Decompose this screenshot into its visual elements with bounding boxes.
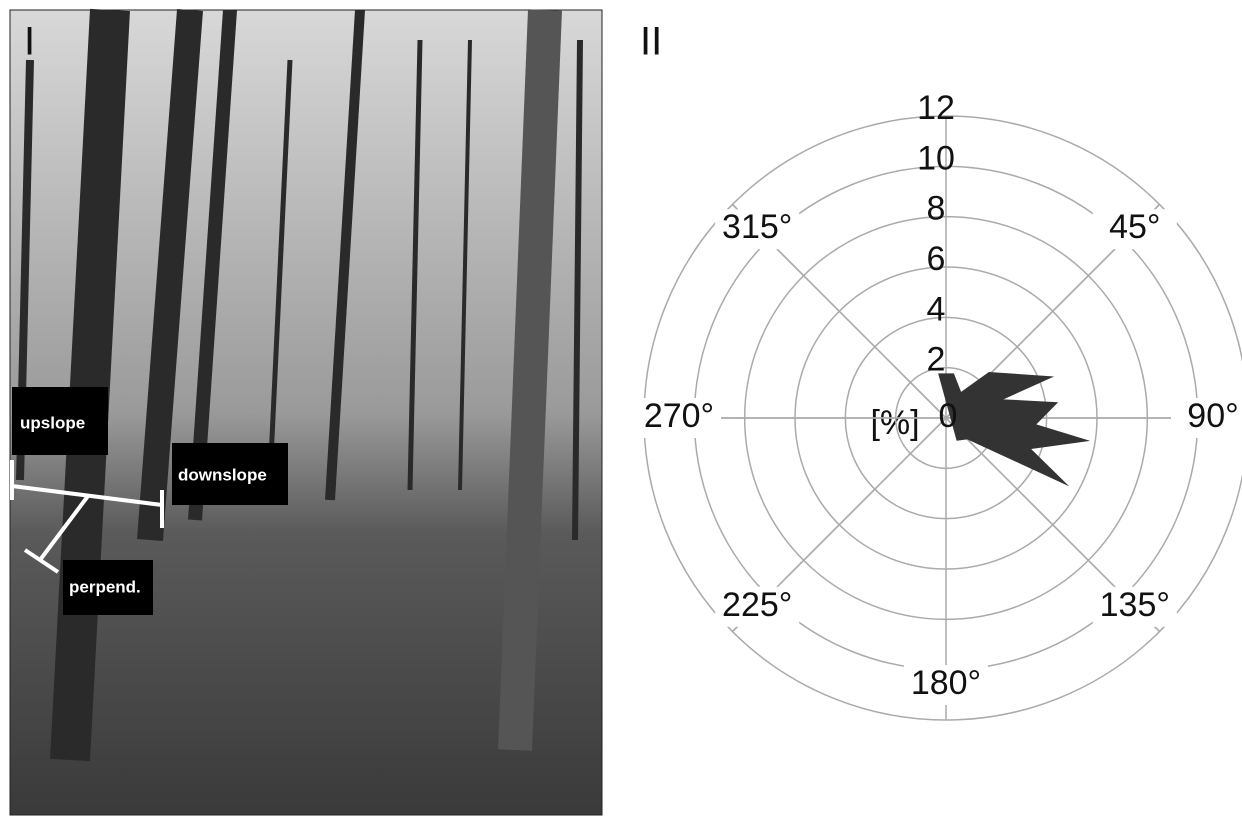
label-bg (1171, 398, 1242, 438)
label-box (172, 443, 288, 505)
theta-tick-label: 90° (1187, 397, 1238, 435)
axis-label: [%] (870, 404, 919, 442)
rose-area (938, 371, 1091, 487)
r-tick-label: 10 (917, 139, 955, 177)
r-tick-label: 4 (927, 290, 946, 328)
theta-tick-label: 270° (644, 397, 714, 435)
photo-label: upslope (20, 413, 85, 432)
r-tick-label: 0 (939, 397, 958, 435)
label-bg (904, 665, 988, 705)
photo-label: perpend. (69, 577, 141, 596)
polar-panel: II [%] 45° 90° 135° 180° 225° 270° 315° 0 2 4 6 8 10… (637, 20, 1242, 721)
r-tick-label: 8 (927, 190, 946, 228)
r-tick-label: 2 (927, 341, 946, 379)
label-box (63, 560, 153, 615)
label-bg (715, 586, 800, 627)
panel-label: II (640, 20, 662, 64)
label-bg (1092, 586, 1177, 627)
spoke (731, 203, 1161, 633)
label-box (12, 387, 108, 455)
photo-panel: I upslope downslope perpend. (9, 8, 603, 816)
panel-label: I (24, 20, 35, 64)
direction-lines (10, 460, 164, 574)
theta-tick-label: 135° (1100, 586, 1170, 624)
theta-tick-label: 180° (911, 664, 981, 702)
label-bg (715, 209, 800, 250)
photo-label: downslope (178, 465, 267, 484)
r-tick-label: 6 (927, 240, 946, 278)
label-bg (637, 398, 721, 438)
label-bg (1092, 209, 1177, 250)
theta-tick-label: 315° (722, 208, 792, 246)
r-tick-label: 12 (917, 89, 955, 127)
theta-tick-label: 45° (1109, 208, 1160, 246)
theta-tick-label: 225° (722, 586, 792, 624)
